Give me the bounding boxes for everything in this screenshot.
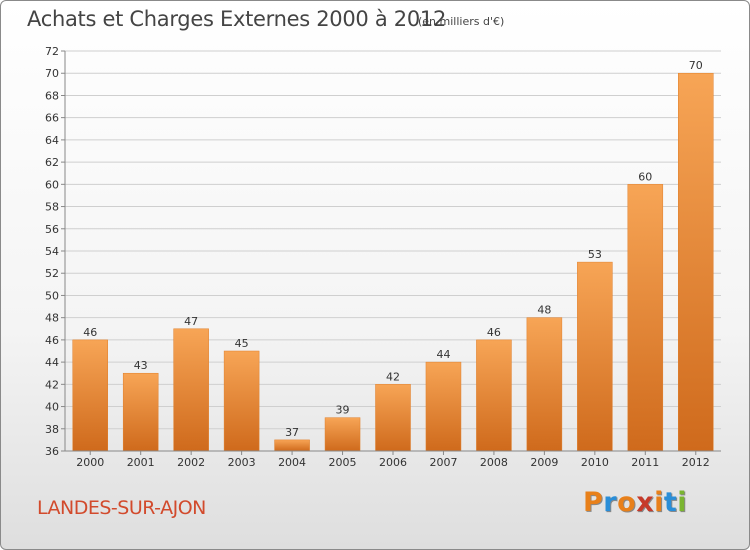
y-tick-label: 40 <box>45 401 59 414</box>
bar-value-label: 37 <box>285 426 299 439</box>
bar-value-label: 45 <box>235 337 249 350</box>
y-tick-label: 52 <box>45 267 59 280</box>
y-tick-label: 48 <box>45 312 59 325</box>
y-tick-label: 56 <box>45 223 59 236</box>
bar-2006 <box>375 384 411 452</box>
bar-2012 <box>678 72 714 452</box>
y-tick-label: 44 <box>45 356 59 369</box>
bar-value-label: 39 <box>336 404 350 417</box>
x-tick-label: 2009 <box>530 456 558 469</box>
town-name: LANDES-SUR-AJON <box>37 497 206 519</box>
logo-letter: i <box>654 487 664 518</box>
chart-subtitle: (en milliers d'€) <box>418 15 505 28</box>
bar-value-label: 44 <box>436 348 450 361</box>
bar-value-label: 47 <box>184 315 198 328</box>
bar-2000 <box>72 339 108 452</box>
logo-letter: P <box>583 487 604 518</box>
bar-value-label: 46 <box>83 326 97 339</box>
logo-letter: t <box>663 487 678 518</box>
x-tick-label: 2003 <box>228 456 256 469</box>
x-tick-label: 2004 <box>278 456 306 469</box>
y-tick-label: 66 <box>45 112 59 125</box>
bar-2009 <box>526 317 563 452</box>
x-tick-label: 2012 <box>682 456 710 469</box>
bar-value-label: 70 <box>689 59 703 72</box>
bar-value-label: 43 <box>134 359 148 372</box>
y-tick-label: 64 <box>45 134 59 147</box>
proxiti-logo: Proxiti <box>583 487 687 518</box>
logo-letter: o <box>617 487 637 518</box>
y-tick-label: 58 <box>45 201 59 214</box>
y-tick-label: 70 <box>45 67 59 80</box>
y-tick-label: 50 <box>45 289 59 302</box>
logo-letter: x <box>636 487 655 518</box>
y-tick-label: 62 <box>45 156 59 169</box>
axes: 36 38 40 42 44 46 48 50 52 54 56 58 60 62 64 66 68 70 72 20… <box>45 45 721 469</box>
y-tick-label: 54 <box>45 245 59 258</box>
logo-letter: i <box>677 487 688 518</box>
x-tick-label: 2006 <box>379 456 407 469</box>
bar-2011 <box>627 184 664 452</box>
bar-2005 <box>324 417 361 452</box>
bar-2001 <box>122 372 159 452</box>
bar-2008 <box>476 339 512 452</box>
y-tick-label: 60 <box>45 178 59 191</box>
x-tick-label: 2011 <box>631 456 659 469</box>
x-tick-label: 2007 <box>429 456 457 469</box>
logo-letter: r <box>603 487 618 518</box>
bar-value-label: 42 <box>386 370 400 383</box>
y-tick-label: 72 <box>45 45 59 58</box>
bar-value-label: 53 <box>588 248 602 261</box>
bar-2002 <box>173 328 209 452</box>
bar-value-label: 48 <box>537 304 551 317</box>
y-tick-label: 68 <box>45 89 59 102</box>
bar-2004 <box>274 439 310 452</box>
x-tick-label: 2000 <box>76 456 104 469</box>
y-tick-label: 38 <box>45 423 59 436</box>
x-tick-label: 2008 <box>480 456 508 469</box>
y-tick-label: 46 <box>45 334 59 347</box>
chart-title: Achats et Charges Externes 2000 à 2012 <box>27 7 447 31</box>
x-tick-label: 2010 <box>581 456 609 469</box>
bar-value-label: 46 <box>487 326 501 339</box>
y-tick-label: 36 <box>45 445 59 458</box>
y-tick-label: 42 <box>45 378 59 391</box>
bar-2007 <box>425 361 462 452</box>
bar-value-label: 60 <box>638 170 652 183</box>
bars: 46 43 47 45 37 39 42 44 46 48 53 60 70 <box>72 59 714 452</box>
bar-2003 <box>223 350 260 452</box>
x-tick-label: 2005 <box>329 456 357 469</box>
bar-2010 <box>577 261 613 452</box>
x-tick-label: 2001 <box>127 456 155 469</box>
x-tick-label: 2002 <box>177 456 205 469</box>
